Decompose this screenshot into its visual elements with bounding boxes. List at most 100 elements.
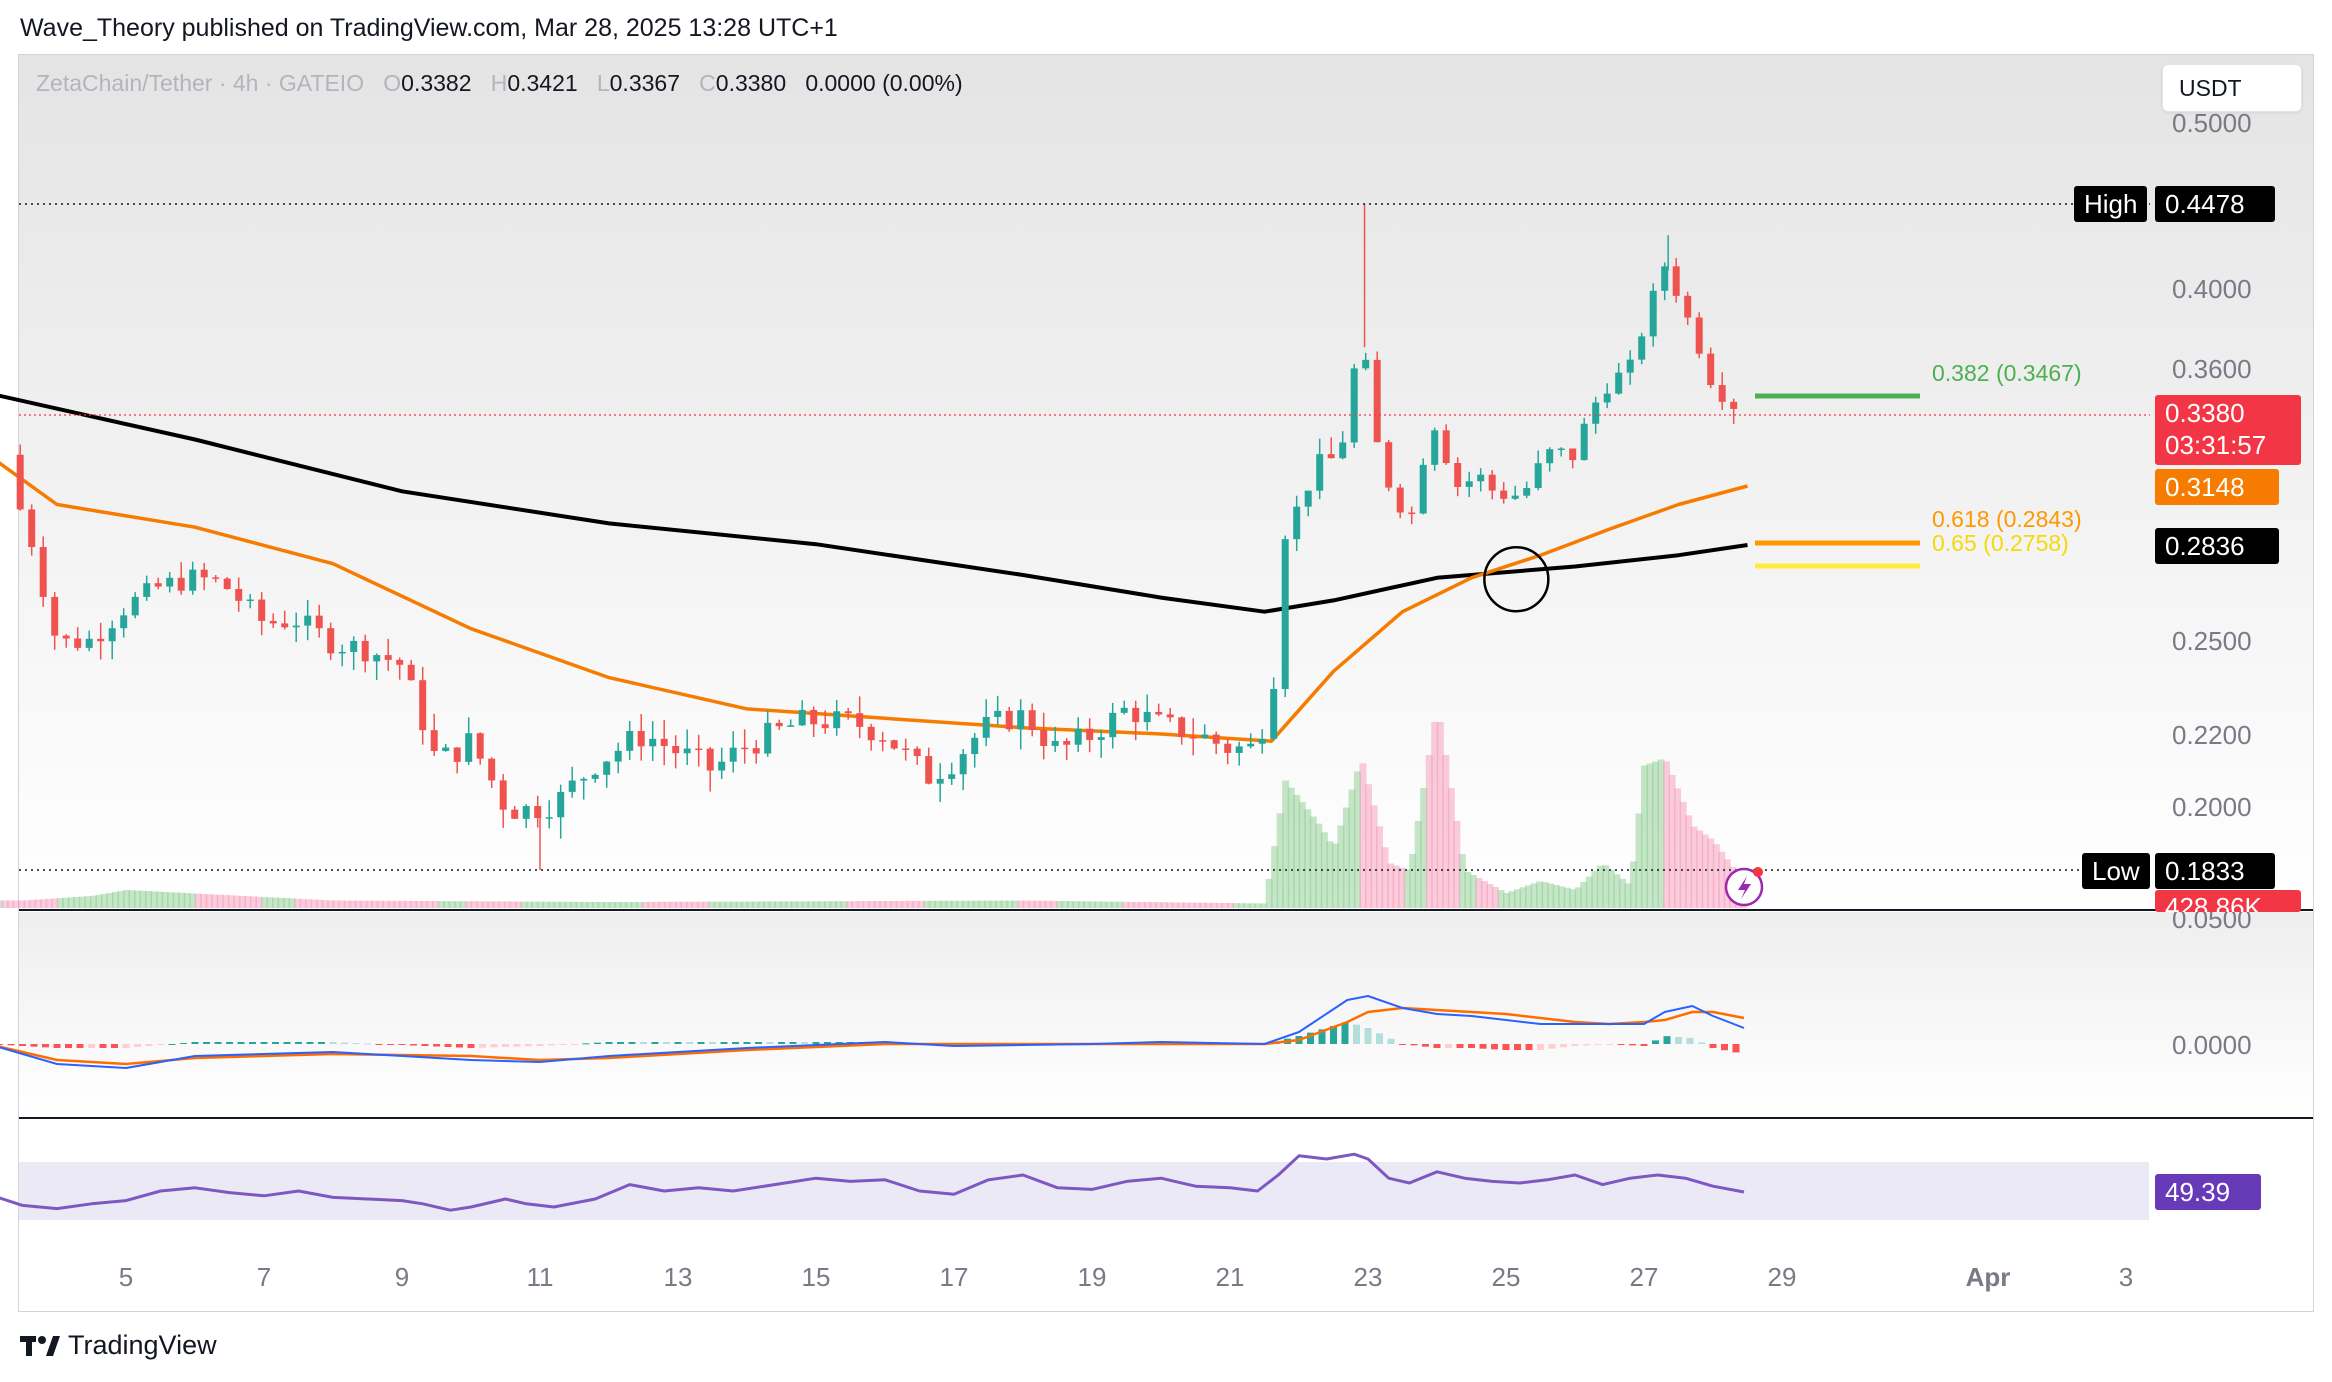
macd-histogram-bar <box>1686 1037 1694 1044</box>
volume-bar-up <box>835 901 843 908</box>
volume-bar-down <box>1193 902 1201 908</box>
legend-low-label: L <box>596 70 610 96</box>
volume-bar-up <box>111 891 119 908</box>
macd-histogram-bar <box>766 1042 774 1044</box>
macd-histogram-bar <box>398 1044 406 1045</box>
candle-body <box>591 774 599 779</box>
macd-histogram-bar <box>168 1044 176 1045</box>
candle-body <box>959 754 967 775</box>
candle-body <box>557 791 565 818</box>
volume-bar-down <box>34 899 42 908</box>
macd-line <box>0 995 1745 1069</box>
candle-body <box>235 588 243 601</box>
candle-body <box>764 722 772 754</box>
volume-bar-down <box>1679 801 1687 908</box>
candle-body <box>1132 707 1140 723</box>
candle-body <box>131 596 139 616</box>
volume-bar-up <box>1282 780 1290 908</box>
volume-bar-up <box>1536 881 1544 908</box>
macd-histogram-bar <box>444 1044 452 1047</box>
macd-histogram-bar <box>329 1042 337 1044</box>
candle-body <box>28 509 36 548</box>
candle-body <box>856 713 864 727</box>
candle-body <box>1189 737 1197 739</box>
low-label-tag: Low <box>2082 853 2150 889</box>
volume-bar-up <box>1006 900 1014 908</box>
volume-bar-down <box>1188 902 1196 908</box>
legend-symbol[interactable]: ZetaChain/Tether · 4h · GATEIO <box>36 70 365 96</box>
candle-body <box>649 738 657 747</box>
macd-y-tick-1: 0.0000 <box>2172 1030 2252 1060</box>
tradingview-brand[interactable]: TradingView <box>20 1330 217 1361</box>
candle-body <box>1603 393 1611 403</box>
volume-bar-down <box>51 898 59 908</box>
volume-bar-up <box>1403 869 1411 908</box>
volume-bar-down <box>1425 755 1433 908</box>
macd-histogram-bar <box>352 1043 360 1044</box>
published-by-header: Wave_Theory published on TradingView.com… <box>20 14 838 42</box>
candle-body <box>1385 442 1393 488</box>
volume-bar-up <box>995 900 1003 908</box>
volume-bar-down <box>382 900 390 908</box>
candle-body <box>39 547 47 597</box>
candle-body <box>1017 710 1025 730</box>
volume-bar-down <box>1381 847 1389 908</box>
volume-bar-up <box>735 901 743 908</box>
candle-body <box>580 778 588 781</box>
volume-bar-down <box>652 901 660 908</box>
volume-bar-down <box>663 901 671 908</box>
volume-bar-up <box>1624 883 1632 908</box>
volume-bar-down <box>415 900 423 908</box>
macd-histogram-bar <box>249 1042 256 1044</box>
volume-bar-up <box>1508 891 1516 908</box>
candle-body <box>269 620 277 624</box>
volume-bar-up <box>564 901 572 908</box>
volume-bar-down <box>354 900 362 908</box>
volume-bar-down <box>1138 901 1146 908</box>
candle-body <box>844 711 852 714</box>
volume-bar-down <box>481 901 489 908</box>
volume-bar-up <box>570 901 578 908</box>
macd-histogram-bar <box>145 1044 153 1046</box>
cross-highlight-circle <box>1483 545 1550 613</box>
candle-body <box>603 761 611 775</box>
candle-body <box>97 638 105 642</box>
volume-bar-up <box>1635 813 1643 908</box>
volume-bar-down <box>1453 821 1461 908</box>
volume-bar-up <box>1503 893 1510 908</box>
volume-bar-down <box>1707 838 1715 908</box>
y-tick-5: 0.2000 <box>2172 792 2252 822</box>
volume-bar-up <box>1287 787 1295 908</box>
macd-histogram-bar <box>283 1042 291 1044</box>
macd-histogram-bar <box>421 1044 429 1046</box>
candle-body <box>85 638 93 648</box>
volume-bar-down <box>393 900 401 908</box>
volume-bar-up <box>1519 887 1527 908</box>
last-price-tag: 0.3380 03:31:57 <box>2155 395 2301 465</box>
volume-bar-up <box>1497 890 1505 908</box>
volume-bar-up <box>100 893 108 908</box>
currency-button[interactable]: USDT <box>2162 64 2302 112</box>
volume-bar-down <box>1690 826 1698 908</box>
volume-bar-down <box>1475 878 1483 908</box>
volume-bar-up <box>1309 816 1317 908</box>
volume-bar-down <box>12 900 20 908</box>
volume-bar-down <box>514 901 522 908</box>
volume-bar-up <box>1061 901 1069 908</box>
volume-bar-down <box>1701 834 1709 908</box>
macd-histogram-bar <box>1410 1044 1418 1046</box>
macd-histogram-bar <box>697 1042 705 1044</box>
candle-body <box>1143 711 1151 723</box>
volume-bar-down <box>498 901 506 908</box>
macd-histogram-bar <box>1399 1044 1406 1045</box>
volume-bar-up <box>774 901 782 908</box>
candle-body <box>1534 463 1542 489</box>
volume-bar-up <box>1011 900 1019 908</box>
candle-body <box>1638 336 1646 360</box>
candle-body <box>683 748 691 754</box>
volume-bar-up <box>1409 854 1417 908</box>
main-pane-background <box>19 55 2313 910</box>
volume-bar-up <box>78 896 86 908</box>
volume-bar-up <box>1232 903 1240 908</box>
